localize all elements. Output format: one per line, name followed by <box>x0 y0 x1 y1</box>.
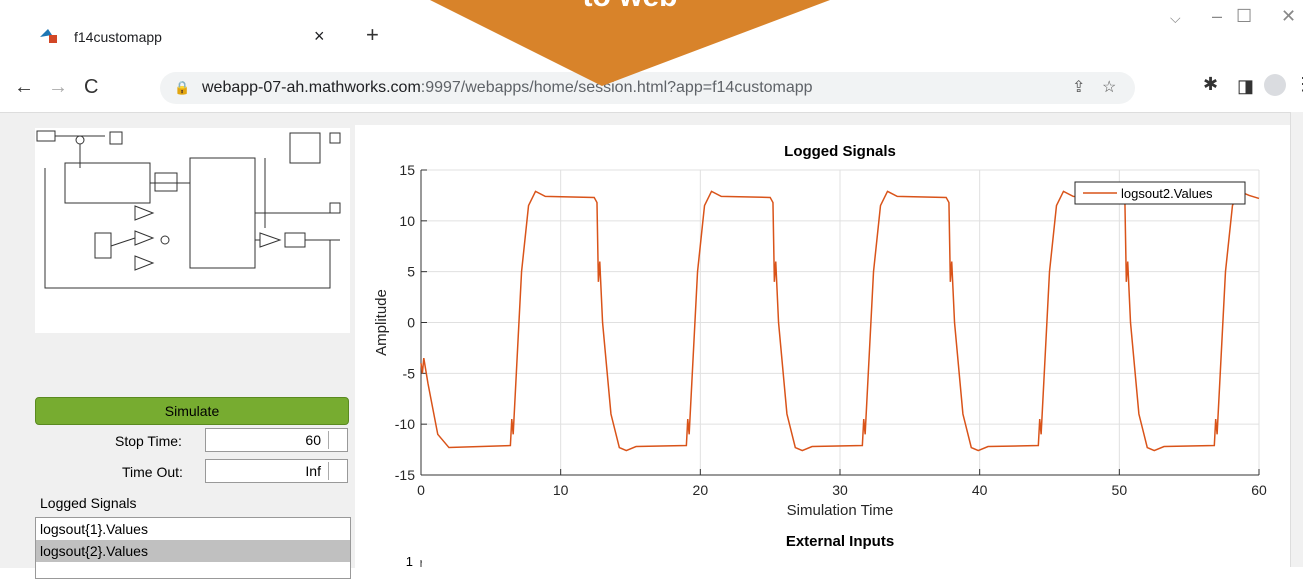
x-tick-label: 30 <box>832 482 848 498</box>
x-tick-label: 40 <box>972 482 988 498</box>
x-tick-label: 20 <box>693 482 709 498</box>
x-tick-label: 0 <box>417 482 425 498</box>
chart-title: Logged Signals <box>784 143 896 160</box>
x-tick-label: 50 <box>1112 482 1128 498</box>
y-tick-label: -5 <box>403 365 416 381</box>
y-tick-label: 10 <box>399 213 415 229</box>
y-tick-label: 1 <box>406 554 413 567</box>
y-tick-label: -10 <box>395 416 415 432</box>
y-tick-label: -15 <box>395 467 415 483</box>
x-tick-label: 10 <box>553 482 569 498</box>
legend-label: logsout2.Values <box>1121 186 1213 201</box>
y-tick-label: 15 <box>399 162 415 178</box>
banner-arrow: to web <box>430 0 830 92</box>
scrollbar[interactable] <box>1290 112 1303 567</box>
axes <box>422 559 1260 566</box>
y-axis-label: Amplitude <box>373 289 390 356</box>
x-axis-label: Simulation Time <box>787 502 894 519</box>
x-tick-label: 60 <box>1251 482 1267 498</box>
chart-title: External Inputs <box>786 533 894 550</box>
menu[interactable]: ⋮ <box>1294 74 1303 95</box>
y-tick-label: 0 <box>407 315 415 331</box>
y-tick-label: 5 <box>407 264 415 280</box>
banner-text: to web <box>583 0 678 13</box>
